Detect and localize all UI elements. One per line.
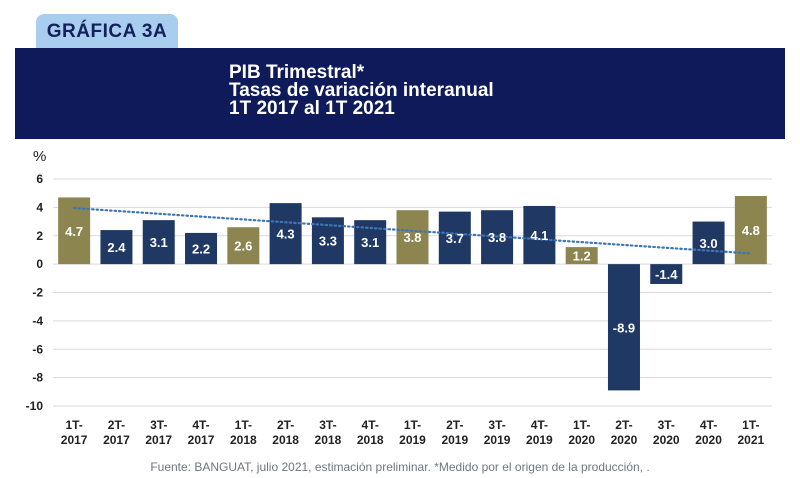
y-tick-label: -4: [32, 314, 43, 328]
x-tick-label: 1T-: [235, 418, 252, 432]
x-tick-label: 4T-: [192, 418, 209, 432]
data-label: 4.3: [277, 227, 295, 242]
data-label: 4.1: [530, 228, 548, 243]
data-label: 3.0: [700, 236, 718, 251]
y-tick-label: -6: [32, 342, 43, 356]
x-tick-label: 4T-: [700, 418, 717, 432]
data-label: 2.6: [234, 239, 252, 254]
bar: [227, 227, 260, 265]
y-axis-unit-label: %: [33, 148, 46, 165]
bar: [269, 203, 302, 265]
x-tick-label-year: 2019: [526, 433, 553, 447]
x-tick-label-year: 2018: [272, 433, 299, 447]
x-tick-label-year: 2019: [484, 433, 511, 447]
bar-chart: % 6 4 2 0 -2 -4 -6 -8 -10 4.7 2.4 3.1 2.2 2.6 4.3 3.3 3.1…: [26, 148, 772, 447]
source-note: Fuente: BANGUAT, julio 2021, estimación …: [150, 460, 650, 474]
x-tick-label: 3T-: [319, 418, 336, 432]
x-tick-label-year: 2019: [399, 433, 426, 447]
title-line-1: PIB Trimestral*: [229, 62, 365, 83]
x-tick-label: 4T-: [362, 418, 379, 432]
bar: [607, 264, 640, 391]
x-tick-label: 2T-: [108, 418, 125, 432]
data-label: 3.7: [446, 231, 464, 246]
data-label: -8.9: [613, 320, 635, 335]
data-label: -1.4: [655, 267, 678, 282]
x-tick-label: 1T-: [573, 418, 590, 432]
data-label: 2.4: [107, 240, 126, 255]
bar: [185, 232, 218, 265]
x-tick-label-year: 2020: [611, 433, 638, 447]
chart-header: PIB Trimestral* Tasas de variación inter…: [15, 48, 785, 139]
x-tick-label: 4T-: [531, 418, 548, 432]
x-tick-label-year: 2021: [738, 433, 765, 447]
x-tick-label: 3T-: [658, 418, 675, 432]
data-label: 3.1: [361, 235, 379, 250]
chart-title: PIB Trimestral* Tasas de variación inter…: [229, 62, 494, 119]
x-tick-label: 1T-: [65, 418, 82, 432]
data-label: 3.3: [319, 234, 337, 249]
data-label: 4.8: [742, 223, 760, 238]
x-tick-label-year: 2020: [568, 433, 595, 447]
bar: [438, 211, 471, 265]
x-tick-label-year: 2020: [653, 433, 680, 447]
bar: [396, 210, 429, 265]
data-label: 3.8: [488, 230, 506, 245]
data-label: 4.7: [65, 224, 83, 239]
bar: [523, 205, 556, 265]
x-tick-label: 3T-: [150, 418, 167, 432]
x-tick-label: 2T-: [615, 418, 632, 432]
data-label: 1.2: [573, 249, 591, 264]
x-tick-label-year: 2020: [695, 433, 722, 447]
y-tick-label: -2: [32, 286, 43, 300]
x-tick-label: 2T-: [446, 418, 463, 432]
x-tick-label-year: 2017: [103, 433, 130, 447]
chart-badge: GRÁFICA 3A: [36, 14, 178, 48]
trend-line: [73, 206, 752, 255]
x-tick-label-year: 2018: [230, 433, 257, 447]
title-line-2: Tasas de variación interanual: [229, 80, 494, 101]
x-tick-label: 1T-: [742, 418, 759, 432]
title-line-3: 1T 2017 al 1T 2021: [229, 98, 395, 119]
chart-area: % 6 4 2 0 -2 -4 -6 -8 -10 4.7 2.4 3.1 2.2 2.6 4.3 3.3 3.1…: [15, 139, 785, 455]
bar: [565, 247, 598, 265]
y-tick-label: 4: [36, 200, 43, 214]
x-tick-label-year: 2017: [188, 433, 215, 447]
bar: [100, 230, 133, 265]
y-tick-label: -8: [32, 371, 43, 385]
data-label: 3.8: [403, 230, 421, 245]
x-tick-label: 1T-: [404, 418, 421, 432]
y-tick-label: 2: [36, 229, 43, 243]
bar: [142, 220, 175, 265]
x-tick-label-year: 2019: [441, 433, 468, 447]
data-label: 3.1: [150, 235, 168, 250]
x-tick-label-year: 2018: [357, 433, 384, 447]
bar: [650, 264, 683, 284]
bar: [692, 221, 725, 265]
x-tick-label: 3T-: [488, 418, 505, 432]
x-tick-label-year: 2017: [145, 433, 172, 447]
y-tick-label: 0: [36, 257, 43, 271]
y-tick-label: -10: [26, 399, 44, 413]
x-tick-label: 2T-: [277, 418, 294, 432]
y-tick-label: 6: [36, 172, 43, 186]
data-label: 2.2: [192, 242, 210, 257]
x-tick-label-year: 2017: [61, 433, 88, 447]
x-tick-label-year: 2018: [315, 433, 342, 447]
